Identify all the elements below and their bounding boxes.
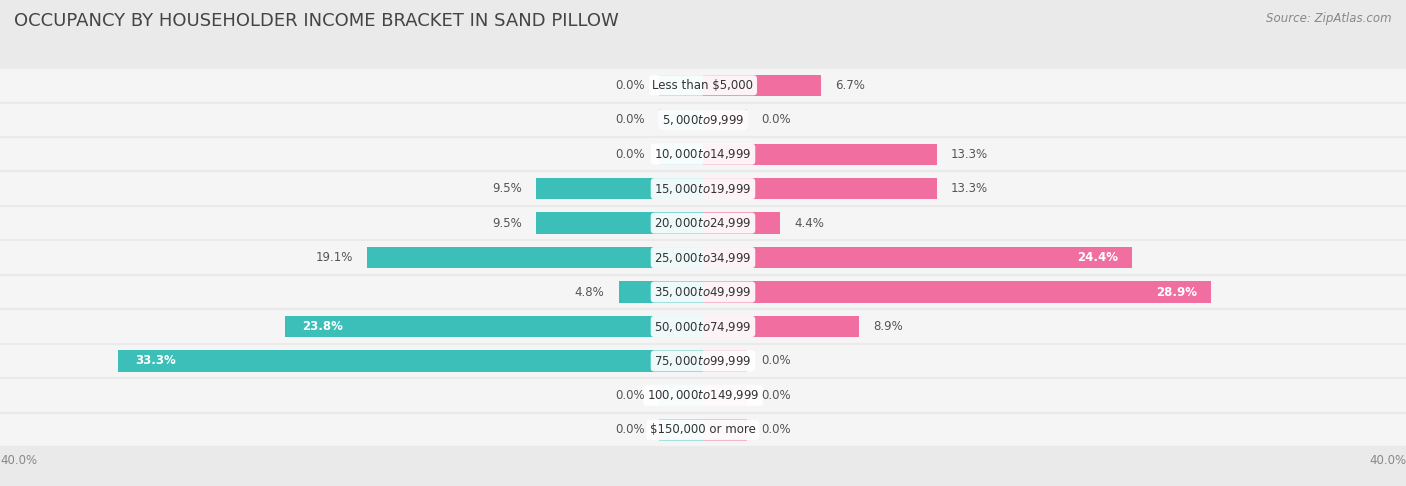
Bar <box>0 103 1406 137</box>
Text: $20,000 to $24,999: $20,000 to $24,999 <box>654 216 752 230</box>
Bar <box>703 281 1211 303</box>
Text: 13.3%: 13.3% <box>950 148 988 161</box>
Bar <box>0 413 1406 447</box>
Bar <box>659 143 703 165</box>
Text: 19.1%: 19.1% <box>316 251 353 264</box>
Text: 0.0%: 0.0% <box>616 389 645 402</box>
Bar <box>703 385 747 406</box>
Text: $100,000 to $149,999: $100,000 to $149,999 <box>647 388 759 402</box>
Bar <box>536 178 703 199</box>
Text: 8.9%: 8.9% <box>873 320 903 333</box>
Text: $15,000 to $19,999: $15,000 to $19,999 <box>654 182 752 196</box>
Bar <box>619 281 703 303</box>
Text: 0.0%: 0.0% <box>616 113 645 126</box>
Text: 0.0%: 0.0% <box>761 354 790 367</box>
Bar <box>0 275 1406 309</box>
Bar <box>703 247 1132 268</box>
Text: 4.8%: 4.8% <box>575 286 605 298</box>
Bar <box>0 344 1406 378</box>
Bar <box>703 178 936 199</box>
Text: 33.3%: 33.3% <box>135 354 176 367</box>
Text: 6.7%: 6.7% <box>835 79 865 92</box>
Text: $150,000 or more: $150,000 or more <box>650 423 756 436</box>
Bar <box>659 74 703 96</box>
Bar <box>536 212 703 234</box>
Text: 9.5%: 9.5% <box>492 182 522 195</box>
Text: $75,000 to $99,999: $75,000 to $99,999 <box>654 354 752 368</box>
Bar <box>703 212 780 234</box>
Text: $10,000 to $14,999: $10,000 to $14,999 <box>654 147 752 161</box>
Text: 0.0%: 0.0% <box>761 389 790 402</box>
Bar <box>285 316 703 337</box>
Text: 0.0%: 0.0% <box>616 423 645 436</box>
Text: 28.9%: 28.9% <box>1156 286 1197 298</box>
Bar <box>703 143 936 165</box>
Text: OCCUPANCY BY HOUSEHOLDER INCOME BRACKET IN SAND PILLOW: OCCUPANCY BY HOUSEHOLDER INCOME BRACKET … <box>14 12 619 30</box>
Bar <box>703 350 747 372</box>
Bar <box>0 309 1406 344</box>
Bar <box>703 109 747 130</box>
Text: 0.0%: 0.0% <box>761 113 790 126</box>
Bar <box>0 68 1406 103</box>
Text: 4.4%: 4.4% <box>794 217 824 229</box>
Text: $35,000 to $49,999: $35,000 to $49,999 <box>654 285 752 299</box>
Text: 24.4%: 24.4% <box>1077 251 1118 264</box>
Bar <box>118 350 703 372</box>
Bar <box>659 109 703 130</box>
Text: $50,000 to $74,999: $50,000 to $74,999 <box>654 319 752 333</box>
Text: 13.3%: 13.3% <box>950 182 988 195</box>
Bar <box>0 241 1406 275</box>
Bar <box>703 74 821 96</box>
Text: 9.5%: 9.5% <box>492 217 522 229</box>
Text: 40.0%: 40.0% <box>1369 453 1406 467</box>
Text: 0.0%: 0.0% <box>761 423 790 436</box>
Text: 23.8%: 23.8% <box>302 320 343 333</box>
Text: 0.0%: 0.0% <box>616 79 645 92</box>
Bar <box>703 419 747 441</box>
Text: Less than $5,000: Less than $5,000 <box>652 79 754 92</box>
Bar <box>0 378 1406 413</box>
Bar <box>703 316 859 337</box>
Legend: Owner-occupied, Renter-occupied: Owner-occupied, Renter-occupied <box>557 485 849 486</box>
Bar <box>367 247 703 268</box>
Bar <box>659 419 703 441</box>
Bar <box>0 206 1406 241</box>
Text: 40.0%: 40.0% <box>0 453 37 467</box>
Bar <box>659 385 703 406</box>
Bar <box>0 172 1406 206</box>
Text: $25,000 to $34,999: $25,000 to $34,999 <box>654 251 752 264</box>
Text: $5,000 to $9,999: $5,000 to $9,999 <box>662 113 744 127</box>
Bar <box>0 137 1406 172</box>
Text: 0.0%: 0.0% <box>616 148 645 161</box>
Text: Source: ZipAtlas.com: Source: ZipAtlas.com <box>1267 12 1392 25</box>
